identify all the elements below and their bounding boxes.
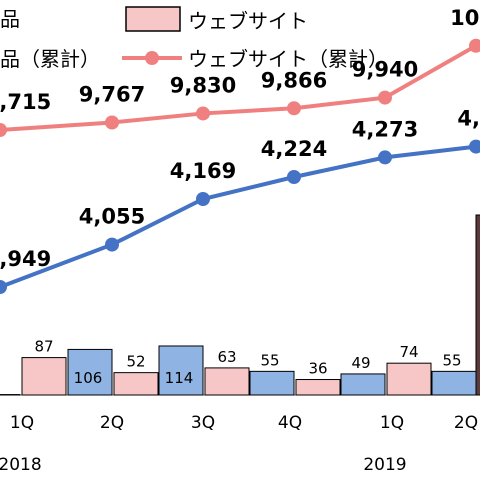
bar-data-label: 106 <box>74 369 103 387</box>
pink-cumulative-point <box>378 90 392 105</box>
bar-data-label: 49 <box>351 354 370 372</box>
blue-cumulative-data-label: 4,055 <box>79 205 145 229</box>
bar-website <box>386 362 432 396</box>
legend-label: 品 <box>0 7 20 31</box>
bar-data-label: 63 <box>217 348 236 366</box>
x-tick-label: 2Q <box>454 413 478 433</box>
bar-data-label: 36 <box>308 360 327 378</box>
bar-quarterly-blue <box>340 373 386 396</box>
pink-cumulative-data-label: 9,866 <box>261 68 327 92</box>
bar-data-label: 74 <box>399 343 418 361</box>
legend-marker-website-cumulative <box>145 51 159 65</box>
pink-cumulative-data-label: 9,830 <box>170 73 236 97</box>
blue-cumulative-point <box>378 150 392 165</box>
pink-cumulative-data-label: 9,767 <box>79 83 145 107</box>
blue-cumulative-data-label: 4,273 <box>352 117 418 141</box>
blue-cumulative-data-label: 3,949 <box>0 247 51 271</box>
blue-cumulative-data-label: 4,169 <box>170 159 236 183</box>
blue-cumulative-data-label: 4,3 <box>457 107 480 131</box>
pink-cumulative-point <box>196 106 210 121</box>
x-tick-label: 1Q <box>10 413 34 433</box>
bar-data-label: 55 <box>260 351 279 369</box>
legend-label: ウェブサイト（累計） <box>188 47 388 71</box>
pink-cumulative-data-label: 9,940 <box>352 58 418 82</box>
bar-website <box>113 372 159 396</box>
pink-cumulative-point <box>287 101 301 116</box>
pink-cumulative-data-label: 9,715 <box>0 90 51 114</box>
blue-cumulative-data-label: 4,224 <box>261 137 327 161</box>
pink-cumulative-line <box>0 44 477 132</box>
legend-swatch-website <box>125 6 181 32</box>
bar-website <box>21 357 67 396</box>
bar-data-label: 52 <box>126 353 145 371</box>
pink-cumulative-point <box>0 123 7 137</box>
blue-cumulative-point <box>0 280 7 294</box>
bar-quarterly-blue <box>67 348 113 396</box>
year-label: 2019 <box>363 455 406 475</box>
bar-website <box>204 367 250 396</box>
blue-cumulative-point <box>469 139 480 154</box>
year-label: 2018 <box>0 455 42 475</box>
bar-data-label: 114 <box>165 369 194 387</box>
x-tick-label: 2Q <box>100 413 124 433</box>
bar-data-label: 87 <box>34 338 53 356</box>
bar-quarterly-blue <box>158 345 204 396</box>
blue-cumulative-point <box>196 192 210 206</box>
legend-label: 品（累計） <box>0 47 100 71</box>
pink-cumulative-point <box>105 115 119 130</box>
bar-partial-right <box>475 214 480 396</box>
pink-cumulative-point <box>469 38 480 53</box>
x-tick-label: 1Q <box>380 413 404 433</box>
x-tick-label: 4Q <box>278 413 302 433</box>
pink-cumulative-data-label: 10,3 <box>450 6 480 30</box>
bar-website <box>295 379 341 396</box>
blue-cumulative-line <box>0 144 477 289</box>
bar-quarterly-blue <box>431 370 477 396</box>
x-tick-label: 3Q <box>191 413 215 433</box>
blue-cumulative-point <box>105 237 119 252</box>
blue-cumulative-point <box>287 170 301 184</box>
bar-data-label: 1 <box>0 375 1 393</box>
bar-data-label: 55 <box>442 351 461 369</box>
bar-quarterly-blue <box>249 370 295 396</box>
legend-label: ウェブサイト <box>188 9 308 33</box>
